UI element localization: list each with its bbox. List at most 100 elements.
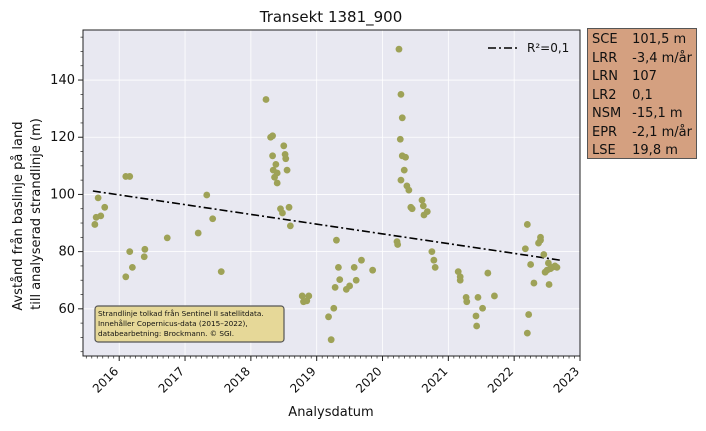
stat-value: 0,1 — [632, 87, 653, 103]
data-point — [97, 212, 105, 220]
data-point — [423, 208, 431, 215]
stat-value: -3,4 m/år — [632, 50, 692, 66]
data-point — [217, 268, 225, 276]
x-tick-label: 2016 — [90, 364, 121, 395]
y-axis-label-line-2: till analyserad strandlinje (m) — [29, 118, 44, 310]
x-tick-label: 2020 — [353, 364, 384, 395]
annotation-line: databearbetning: Brockmann. © SGI. — [98, 329, 234, 338]
stat-row-sce: SCE 101,5 m — [592, 31, 692, 50]
data-point — [269, 132, 276, 140]
data-point — [540, 251, 548, 258]
data-point — [545, 281, 553, 288]
data-point — [527, 261, 535, 268]
data-point — [521, 245, 529, 253]
stat-row-lr2: LR2 0,1 — [592, 87, 692, 106]
trend-line — [92, 190, 561, 261]
data-point — [405, 186, 413, 194]
data-point — [545, 259, 552, 267]
data-point — [279, 209, 286, 217]
data-point — [523, 329, 531, 337]
data-point — [330, 304, 338, 312]
stat-value: 101,5 m — [632, 32, 687, 47]
data-point — [140, 253, 148, 261]
trend-line-path — [92, 190, 561, 261]
data-point — [209, 215, 217, 223]
data-point — [369, 266, 377, 274]
data-point — [352, 276, 360, 284]
y-tick-label: 120 — [50, 130, 75, 145]
stat-key: LR2 — [592, 87, 617, 103]
data-point — [479, 304, 486, 312]
data-point — [553, 263, 561, 271]
data-point — [350, 263, 358, 271]
data-point — [325, 313, 332, 321]
stat-row-lrr: LRR -3,4 m/år — [592, 50, 692, 69]
data-point — [331, 283, 339, 291]
data-point — [463, 298, 471, 306]
stat-value: 107 — [632, 69, 657, 84]
data-point — [269, 152, 276, 160]
stat-key: NSM — [592, 106, 622, 121]
data-point — [523, 221, 531, 228]
data-point — [298, 292, 306, 300]
stat-key: LRR — [592, 50, 618, 66]
data-point — [333, 236, 340, 244]
y-tick-label: 60 — [58, 302, 75, 317]
y-axis-label: Avstånd från baslinje på land till analy… — [11, 117, 44, 310]
stat-value: -15,1 m — [632, 106, 683, 121]
data-point — [428, 248, 436, 256]
annotation-line: Innehåller Copernicus-data (2015–2022), — [98, 319, 248, 328]
data-point — [418, 196, 426, 204]
data-point — [280, 142, 288, 150]
stat-row-lrn: LRN 107 — [592, 68, 692, 87]
data-point — [272, 161, 280, 168]
stat-key: LSE — [592, 143, 616, 158]
data-point — [163, 234, 171, 242]
data-point — [473, 322, 481, 330]
stat-row-nsm: NSM -15,1 m — [592, 105, 692, 124]
data-point — [91, 221, 99, 228]
stat-value: 19,8 m — [632, 143, 678, 158]
x-tick-label: 2019 — [287, 364, 318, 395]
annotation-box — [94, 305, 285, 343]
data-point — [358, 256, 365, 264]
data-point — [346, 282, 354, 290]
plot-frame — [82, 29, 581, 357]
data-point — [431, 263, 439, 271]
data-point — [397, 176, 405, 184]
data-point — [400, 166, 408, 174]
data-points — [91, 45, 561, 344]
data-point — [402, 153, 409, 161]
data-point — [273, 179, 281, 187]
x-tick-label: 2023 — [551, 364, 582, 395]
data-point — [398, 114, 406, 122]
x-tick-label: 2022 — [485, 364, 516, 395]
data-point — [283, 166, 291, 174]
stat-value: -2,1 m/år — [632, 124, 692, 140]
data-point — [126, 248, 134, 256]
y-axis-label-line-1: Avstånd från baslinje på land — [11, 121, 26, 310]
source-annotation: Strandlinje tolkad från Sentinel II sate… — [94, 305, 285, 343]
data-point — [408, 205, 416, 213]
data-point — [472, 312, 480, 320]
y-tick-label: 140 — [50, 73, 75, 88]
data-point — [336, 276, 344, 284]
stat-row-epr: EPR -2,1 m/år — [592, 124, 692, 143]
y-tick-label: 100 — [50, 187, 75, 202]
y-tick-label: 80 — [58, 245, 75, 260]
data-point — [122, 273, 130, 281]
statistics-box: SCE 101,5 m LRR -3,4 m/år LRN 107 LR2 0,… — [587, 28, 697, 159]
data-point — [262, 96, 270, 103]
data-point — [484, 269, 492, 277]
data-point — [126, 173, 134, 180]
data-point — [285, 203, 293, 211]
x-axis-label: Analysdatum — [288, 405, 373, 420]
stat-key: LRN — [592, 69, 618, 84]
data-point — [282, 155, 290, 163]
data-point — [430, 256, 438, 264]
x-tick-label: 2017 — [156, 364, 187, 395]
data-point — [454, 268, 462, 276]
data-point — [525, 311, 533, 318]
x-tick-label: 2021 — [419, 364, 450, 395]
